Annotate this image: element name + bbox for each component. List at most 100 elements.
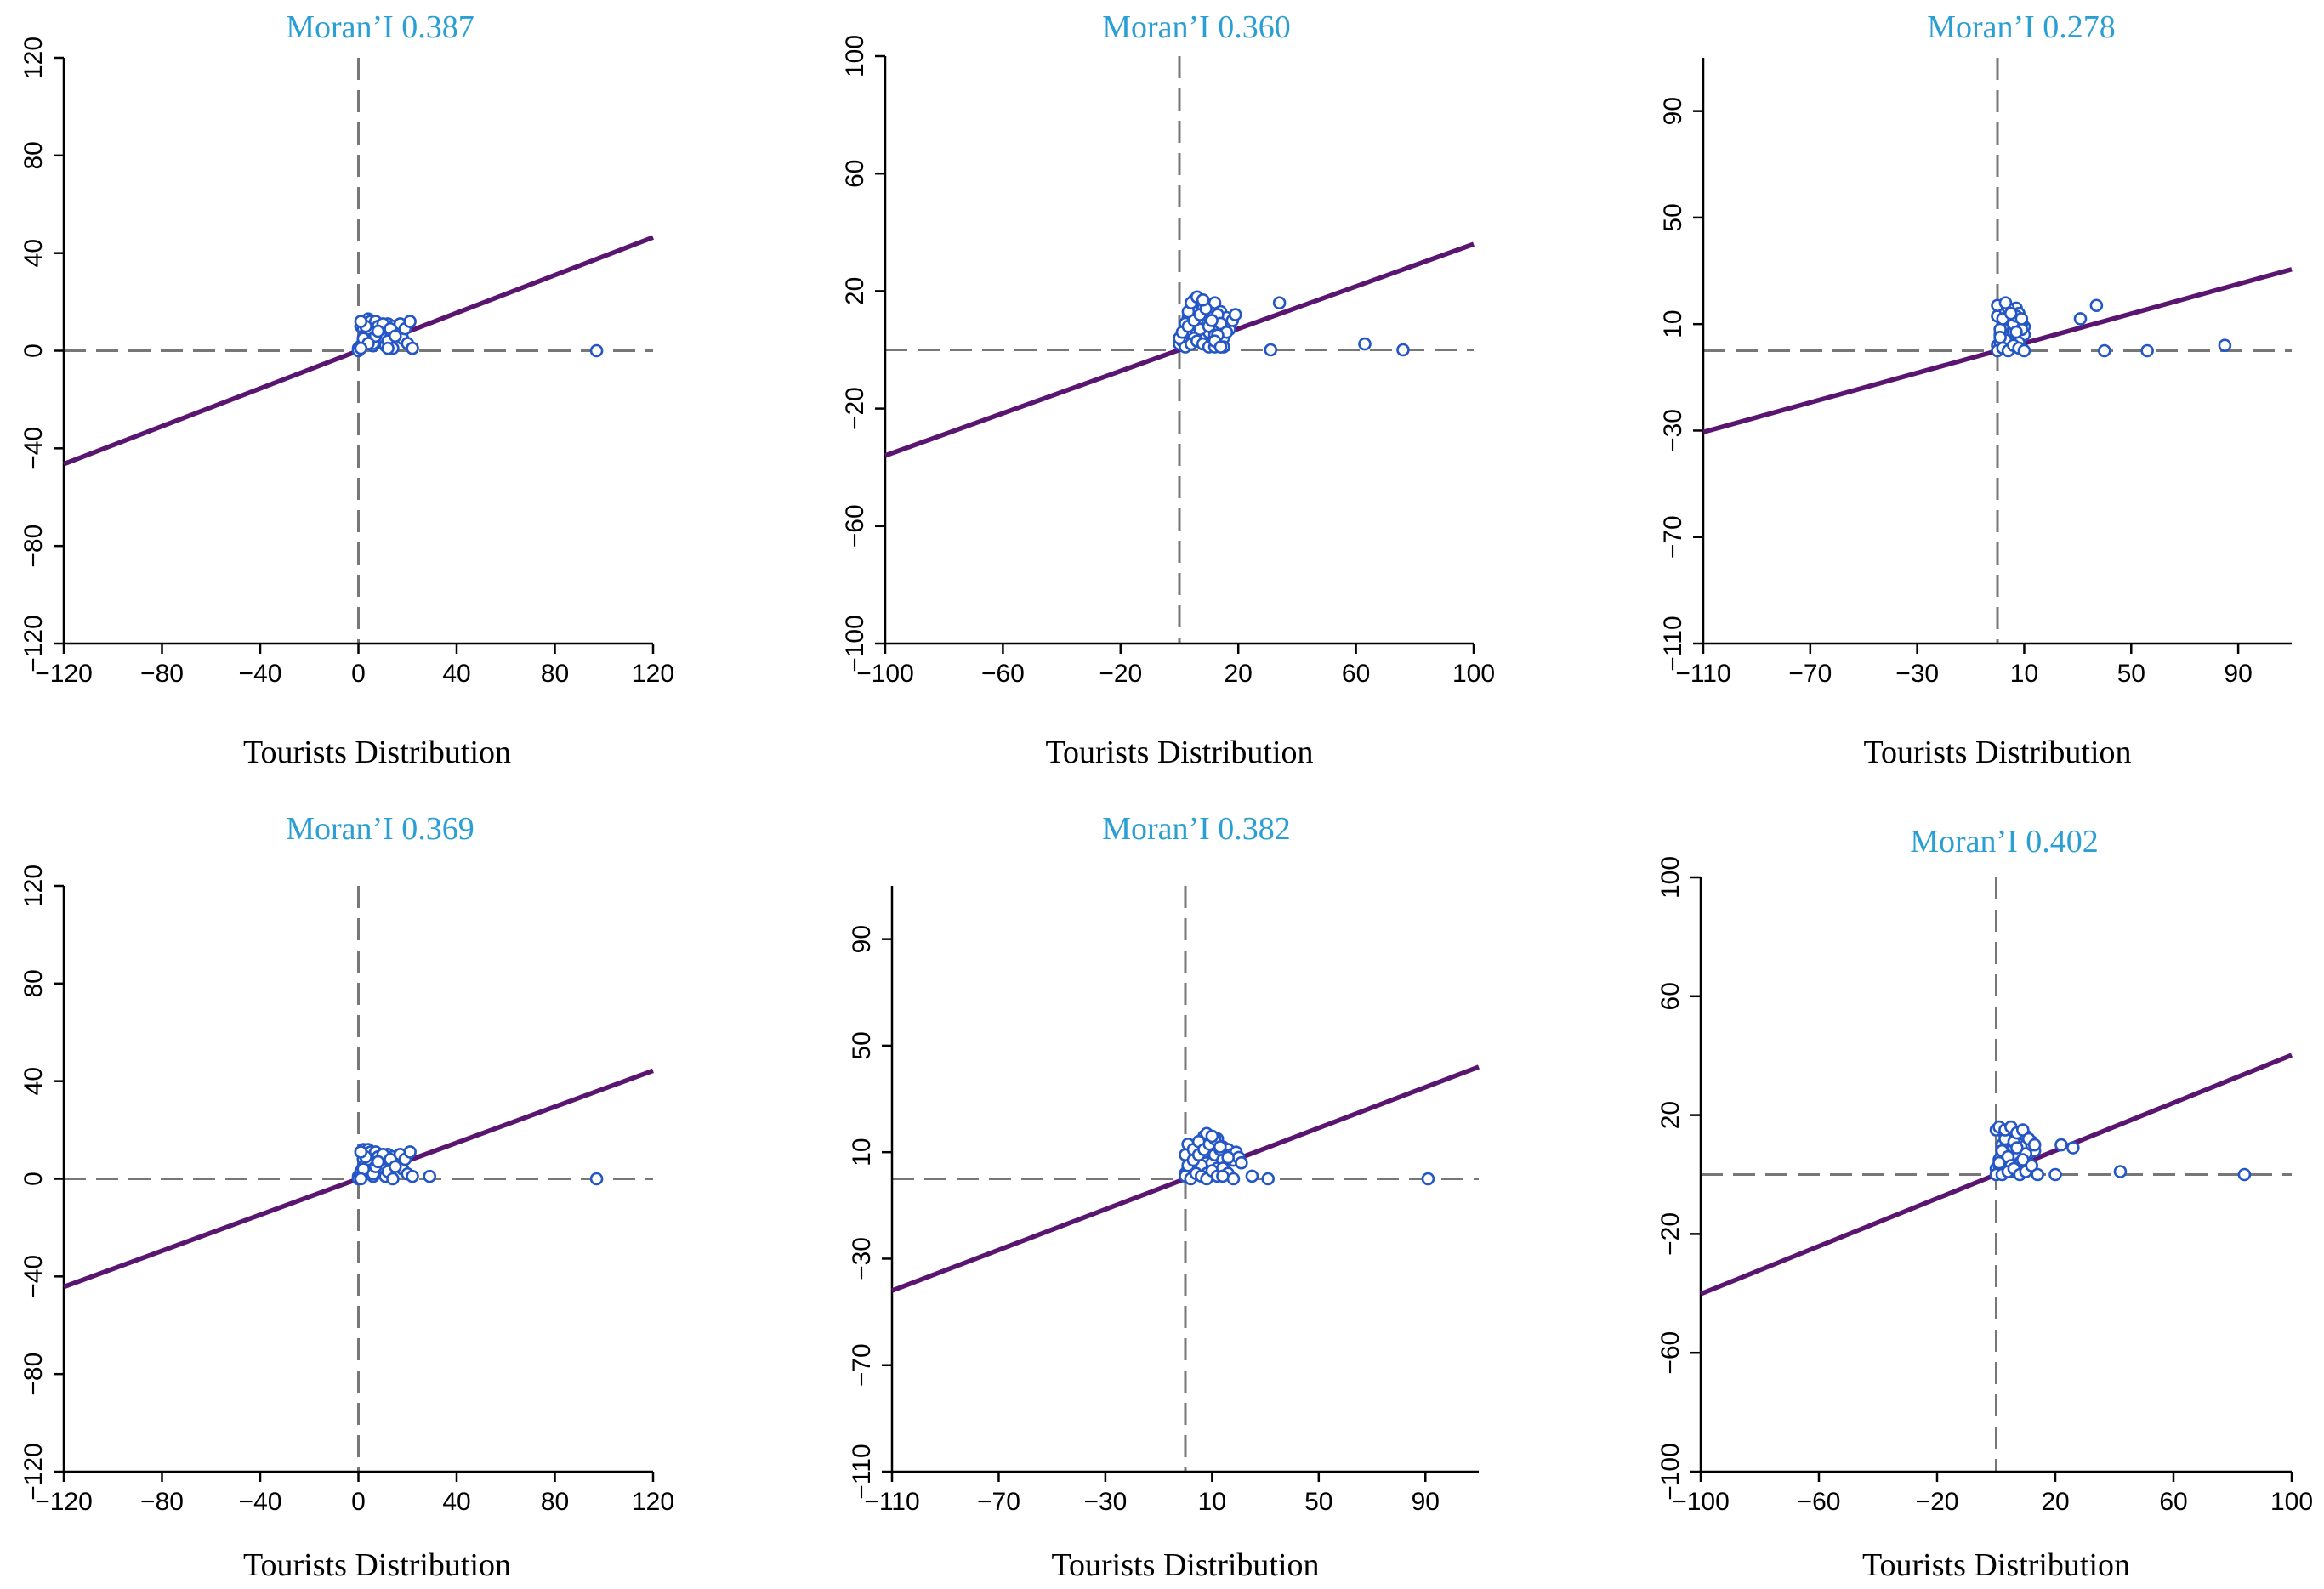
x-tick-label: −110 [864, 1488, 919, 1516]
y-tick-label: −100 [1656, 1443, 1685, 1501]
y-tick-label: 40 [20, 239, 48, 267]
y-tick-label: 0 [20, 343, 48, 358]
y-tick-label: 10 [1659, 309, 1687, 338]
data-point [2066, 1141, 2080, 1155]
y-tick-label: 90 [848, 925, 876, 953]
y-tick-label: −40 [20, 427, 48, 470]
x-tick-label: 10 [1198, 1488, 1226, 1516]
y-tick-label: 90 [1659, 97, 1687, 125]
data-point [1216, 1169, 1230, 1183]
data-point [2015, 1123, 2030, 1137]
x-tick-label: −20 [1099, 660, 1142, 688]
x-tick-label: −120 [35, 1488, 93, 1516]
x-tick-label: 20 [2041, 1488, 2069, 1516]
y-tick-label: −110 [1659, 616, 1687, 671]
data-point [1235, 1155, 1248, 1170]
x-tick-label: −40 [239, 1488, 282, 1516]
data-point [589, 1172, 604, 1186]
y-tick-label: −70 [848, 1343, 876, 1387]
data-point [403, 1145, 417, 1159]
data-point [2009, 325, 2023, 339]
x-tick-label: 80 [541, 1488, 569, 1516]
y-tick-label: 120 [20, 865, 48, 907]
data-point [406, 341, 419, 355]
y-tick-label: −120 [20, 1443, 48, 1501]
y-tick-label: 50 [848, 1031, 876, 1059]
x-tick-label: 60 [1342, 660, 1370, 688]
data-point [2031, 1167, 2044, 1182]
x-tick-label: −40 [239, 660, 282, 688]
x-tick-label: −30 [1083, 1488, 1127, 1516]
panel-3-title: Moran’I 0.278 [1927, 9, 2116, 45]
data-point [1993, 331, 2007, 344]
y-tick-label: −20 [1656, 1212, 1685, 1256]
y-tick-label: 80 [20, 141, 48, 169]
x-axis-title: Tourists Distribution [243, 1547, 511, 1583]
data-point [1358, 337, 1372, 351]
x-tick-label: 100 [1452, 660, 1495, 688]
data-point [2140, 343, 2154, 358]
data-point [2113, 1165, 2128, 1178]
data-point [1396, 343, 1410, 357]
x-tick-label: 40 [442, 1488, 470, 1516]
y-tick-label: −30 [1659, 409, 1687, 452]
y-tick-label: −60 [841, 504, 869, 548]
y-tick-label: 100 [841, 35, 869, 77]
data-point [1228, 308, 1242, 321]
x-tick-label: 10 [2010, 660, 2038, 688]
panel-5: Moran’I 0.382 −110 −70 −30 10 50 90 −110 −70 −30 1… [848, 811, 1480, 1583]
data-point [354, 315, 368, 328]
data-point [589, 343, 604, 358]
y-tick-label: −110 [848, 1444, 876, 1499]
y-tick-label: 20 [841, 277, 869, 305]
x-tick-label: −100 [1672, 1488, 1730, 1516]
x-tick-label: −100 [856, 660, 914, 688]
x-tick-label: −60 [1798, 1488, 1841, 1516]
data-point [2027, 1138, 2042, 1152]
data-point [1261, 1172, 1276, 1186]
y-tick-label: 80 [20, 969, 48, 997]
data-point [1992, 1155, 2006, 1170]
x-tick-label: 50 [1304, 1488, 1332, 1516]
data-point [1205, 1129, 1219, 1144]
panel-3: Moran’I 0.278 −110 −70 −30 10 50 90 −110 −70 −30 1… [1659, 9, 2293, 770]
x-tick-label: 20 [1225, 660, 1253, 688]
y-tick-label: 20 [1656, 1101, 1685, 1129]
x-tick-label: −110 [1675, 660, 1730, 688]
y-tick-label: 40 [20, 1067, 48, 1095]
panel-6-title: Moran’I 0.402 [1910, 824, 2099, 860]
data-point [403, 315, 417, 328]
y-tick-label: 120 [20, 37, 48, 79]
data-point [381, 341, 395, 355]
x-tick-label: −80 [140, 1488, 184, 1516]
data-point [1213, 340, 1228, 354]
x-tick-label: −70 [977, 1488, 1020, 1516]
data-point [1272, 296, 1287, 310]
x-axis-title: Tourists Distribution [243, 735, 511, 770]
data-point [354, 1145, 368, 1159]
data-point [2098, 343, 2111, 358]
panel-1: Moran’I 0.387 −120 −80 −40 0 40 80 120 −120 −80 −4… [20, 9, 674, 770]
data-point [423, 1169, 437, 1183]
panel-2: Moran’I 0.360 −100 −60 −20 20 60 100 −100 −60 −20… [841, 9, 1495, 770]
data-point [389, 329, 402, 343]
y-tick-label: −80 [20, 1353, 48, 1396]
y-tick-label: −120 [20, 615, 48, 672]
data-point [371, 324, 385, 338]
data-point [371, 1155, 385, 1169]
data-point [2218, 338, 2232, 353]
x-axis-title: Tourists Distribution [1051, 1547, 1319, 1583]
panel-6: Moran’I 0.402 −100 −60 −20 20 60 100 −100 −60 −20… [1656, 824, 2313, 1583]
data-point [2014, 312, 2029, 326]
data-point [389, 1160, 402, 1173]
data-point [1221, 1150, 1235, 1165]
y-tick-label: −80 [20, 525, 48, 568]
data-point [406, 1169, 419, 1183]
x-tick-label: 40 [442, 660, 470, 688]
data-point [2073, 312, 2088, 326]
x-tick-label: −80 [140, 660, 184, 688]
x-tick-label: 0 [351, 660, 366, 688]
x-tick-label: 100 [2270, 1488, 2313, 1516]
data-point [1226, 1172, 1241, 1186]
